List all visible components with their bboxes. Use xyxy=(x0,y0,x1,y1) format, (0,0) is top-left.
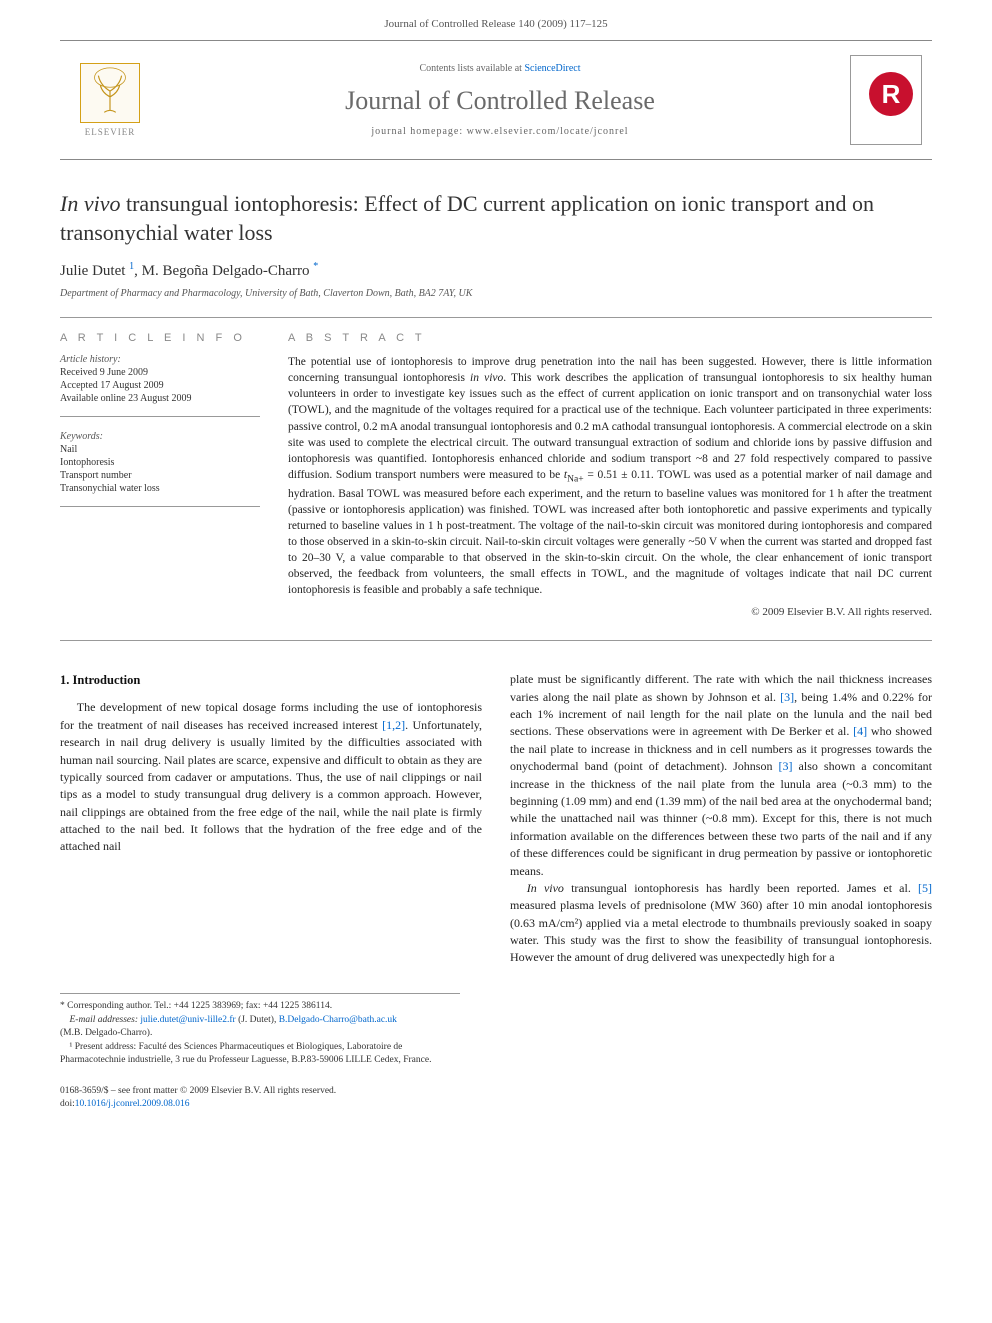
abstract-sub: Na+ xyxy=(567,473,584,484)
column-right: plate must be significantly different. T… xyxy=(510,671,932,967)
banner-center: Contents lists available at ScienceDirec… xyxy=(150,63,850,137)
article-history-block: Article history: Received 9 June 2009 Ac… xyxy=(60,354,260,417)
affiliation: Department of Pharmacy and Pharmacology,… xyxy=(60,288,932,299)
contents-available-line: Contents lists available at ScienceDirec… xyxy=(150,63,850,74)
author-sep: , xyxy=(134,263,142,279)
keyword-3: Transport number xyxy=(60,470,260,481)
corresponding-asterisk[interactable]: * xyxy=(313,261,318,272)
doi-line: doi:10.1016/j.jconrel.2009.08.016 xyxy=(60,1098,932,1111)
col1-para-1: The development of new topical dosage fo… xyxy=(60,699,482,856)
email-2-link[interactable]: B.Delgado-Charro@bath.ac.uk xyxy=(279,1015,397,1025)
abstract-heading: A B S T R A C T xyxy=(288,332,932,344)
article-info: A R T I C L E I N F O Article history: R… xyxy=(60,332,260,618)
col2-para-2: In vivo transungual iontophoresis has ha… xyxy=(510,880,932,967)
col2-para-1: plate must be significantly different. T… xyxy=(510,671,932,880)
c2p2em: In vivo xyxy=(527,881,564,895)
info-abstract-row: A R T I C L E I N F O Article history: R… xyxy=(60,332,932,618)
footnote-1: ¹ Present address: Faculté des Sciences … xyxy=(60,1041,460,1067)
journal-badge-letter: R xyxy=(882,79,901,110)
doi-label: doi: xyxy=(60,1099,75,1109)
ref-5[interactable]: [5] xyxy=(918,881,932,895)
received-line: Received 9 June 2009 xyxy=(60,367,260,378)
history-label: Article history: xyxy=(60,354,260,365)
keyword-4: Transonychial water loss xyxy=(60,483,260,494)
front-matter-line: 0168-3659/$ – see front matter © 2009 El… xyxy=(60,1085,932,1098)
footnotes: * Corresponding author. Tel.: +44 1225 3… xyxy=(60,993,460,1067)
keyword-2: Iontophoresis xyxy=(60,457,260,468)
abstract-copyright: © 2009 Elsevier B.V. All rights reserved… xyxy=(288,606,932,618)
email-1-link[interactable]: julie.dutet@univ-lille2.fr xyxy=(140,1015,235,1025)
abstract-column: A B S T R A C T The potential use of ion… xyxy=(288,332,932,618)
journal-badge-icon: R xyxy=(869,72,913,116)
section-1-heading: 1. Introduction xyxy=(60,671,482,689)
ref-4[interactable]: [4] xyxy=(853,724,867,738)
journal-banner: ELSEVIER Contents lists available at Sci… xyxy=(60,40,932,160)
copyright-block: 0168-3659/$ – see front matter © 2009 El… xyxy=(60,1085,932,1111)
ref-3a[interactable]: [3] xyxy=(780,690,794,704)
c2p1d: also shown a concomitant increase in the… xyxy=(510,759,932,877)
ref-3b[interactable]: [3] xyxy=(779,759,793,773)
authors-line: Julie Dutet 1, M. Begoña Delgado-Charro … xyxy=(60,261,932,280)
author-1: Julie Dutet xyxy=(60,263,125,279)
keywords-label: Keywords: xyxy=(60,431,260,442)
email-2-who: (M.B. Delgado-Charro). xyxy=(60,1027,460,1040)
ref-1-2[interactable]: [1,2] xyxy=(382,718,405,732)
sciencedirect-link[interactable]: ScienceDirect xyxy=(524,63,580,74)
article-title: In vivo transungual iontophoresis: Effec… xyxy=(60,190,932,247)
c2p2a: transungual iontophoresis has hardly bee… xyxy=(564,881,918,895)
email-1-who: (J. Dutet), xyxy=(236,1015,279,1025)
author-2: M. Begoña Delgado-Charro xyxy=(142,263,310,279)
column-left: 1. Introduction The development of new t… xyxy=(60,671,482,967)
elsevier-logo: ELSEVIER xyxy=(70,55,150,145)
c2p2b: measured plasma levels of prednisolone (… xyxy=(510,898,932,964)
doi-link[interactable]: 10.1016/j.jconrel.2009.08.016 xyxy=(75,1099,190,1109)
abstract-eq: = 0.51 ± 0.11. TOWL was used as a potent… xyxy=(288,469,932,596)
email-line: E-mail addresses: julie.dutet@univ-lille… xyxy=(60,1014,460,1027)
divider-bottom xyxy=(60,640,932,641)
abstract-text: The potential use of iontophoresis to im… xyxy=(288,354,932,598)
contents-prefix: Contents lists available at xyxy=(419,63,524,74)
email-label: E-mail addresses: xyxy=(70,1015,139,1025)
c1p1b: . Unfortunately, research in nail drug d… xyxy=(60,718,482,854)
online-line: Available online 23 August 2009 xyxy=(60,393,260,404)
corresponding-note: * Corresponding author. Tel.: +44 1225 3… xyxy=(60,1000,460,1013)
journal-homepage: journal homepage: www.elsevier.com/locat… xyxy=(150,126,850,137)
elsevier-label: ELSEVIER xyxy=(85,127,136,137)
title-rest: transungual iontophoresis: Effect of DC … xyxy=(60,191,874,245)
keyword-1: Nail xyxy=(60,444,260,455)
journal-cover-thumb: R xyxy=(850,55,922,145)
title-italic: In vivo xyxy=(60,191,120,216)
abstract-em-1: in vivo xyxy=(470,372,503,384)
article-info-heading: A R T I C L E I N F O xyxy=(60,332,260,344)
running-head: Journal of Controlled Release 140 (2009)… xyxy=(0,0,992,40)
elsevier-tree-icon xyxy=(80,63,140,123)
divider-top xyxy=(60,317,932,318)
abstract-part-1b: . This work describes the application of… xyxy=(288,372,932,481)
accepted-line: Accepted 17 August 2009 xyxy=(60,380,260,391)
journal-title: Journal of Controlled Release xyxy=(150,86,850,116)
body-columns: 1. Introduction The development of new t… xyxy=(60,671,932,967)
keywords-block: Keywords: Nail Iontophoresis Transport n… xyxy=(60,431,260,507)
